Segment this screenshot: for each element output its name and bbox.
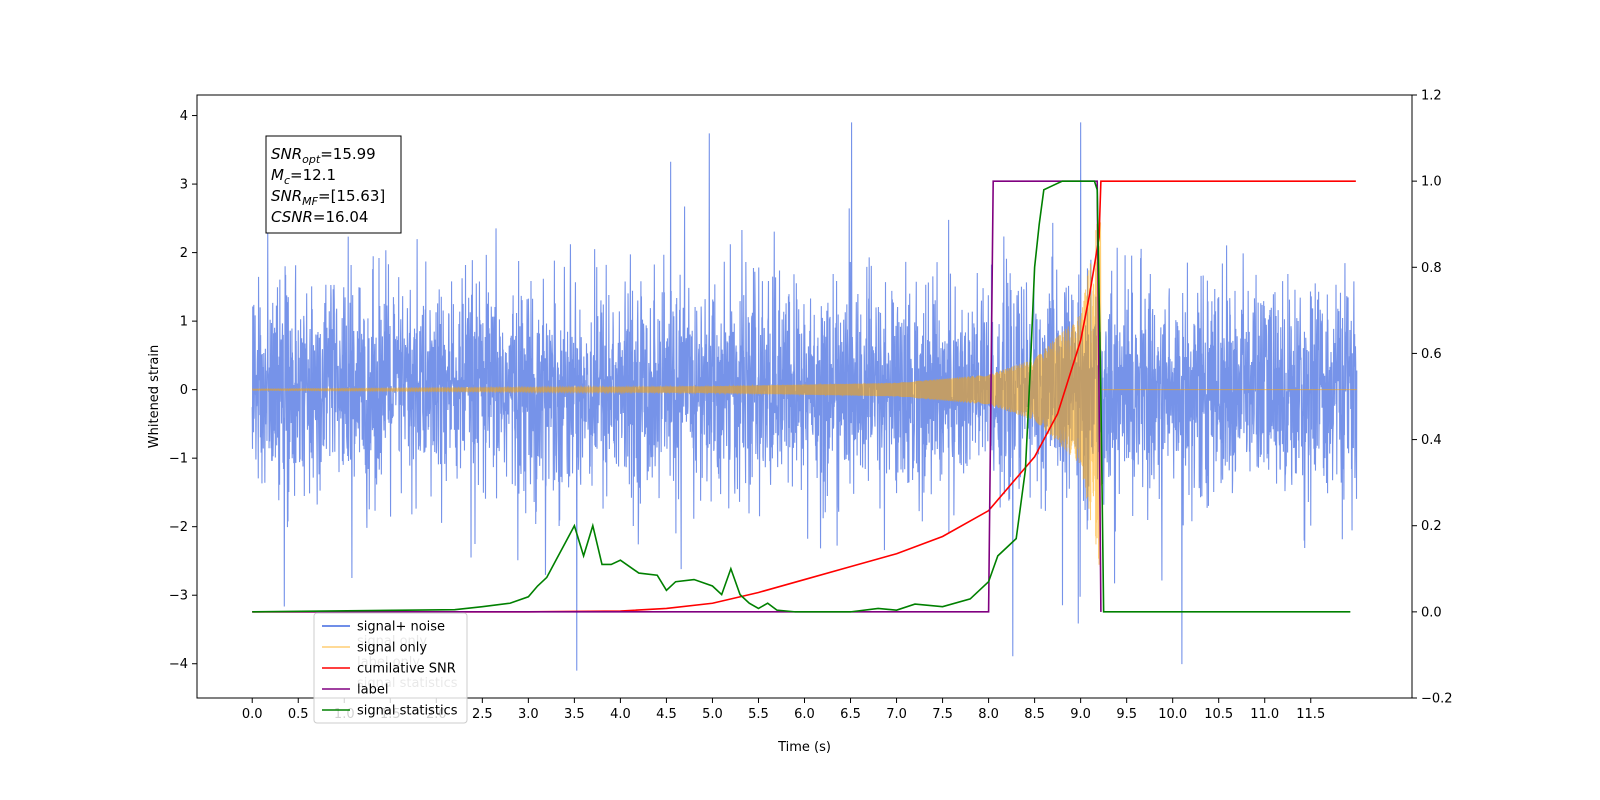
x-tick-label: 8.5 xyxy=(1024,707,1045,722)
y2-tick-label: 0.6 xyxy=(1421,347,1442,362)
y-tick-label: −3 xyxy=(169,589,188,604)
annotation-line: CSNR=16.04 xyxy=(271,208,368,226)
annotation-frame xyxy=(265,135,402,234)
x-tick-label: 6.5 xyxy=(840,707,861,722)
x-tick-label: 9.0 xyxy=(1070,707,1091,722)
y-tick-label: 0 xyxy=(180,383,188,398)
legend-label: signal+ noise xyxy=(357,620,445,635)
y-tick-label: −4 xyxy=(169,657,188,672)
series-signal-statistics xyxy=(252,180,1351,613)
x-tick-label: 10.0 xyxy=(1158,707,1187,722)
y2-tick-label: 0.8 xyxy=(1421,261,1442,276)
y2-tick-label: 0.4 xyxy=(1421,433,1442,448)
x-tick-label: 5.0 xyxy=(702,707,723,722)
y-tick-label: −2 xyxy=(169,520,188,535)
x-tick-label: 2.5 xyxy=(472,707,493,722)
y2-tick-label: −0.2 xyxy=(1421,692,1453,707)
x-tick-label: 5.5 xyxy=(748,707,769,722)
legend-label: cumilative SNR xyxy=(357,662,456,677)
y-axis-left: −4 −3 −2 −1 0 1 2 3 4 xyxy=(169,109,197,672)
x-tick-label: 7.0 xyxy=(886,707,907,722)
legend-frame xyxy=(313,612,468,724)
y-tick-label: 1 xyxy=(180,315,188,330)
legend-label: signal statistics xyxy=(357,704,458,719)
y-tick-label: 3 xyxy=(180,178,188,193)
x-tick-label: 0.5 xyxy=(288,707,309,722)
y2-tick-label: 0.2 xyxy=(1421,519,1442,534)
x-tick-label: 8.0 xyxy=(978,707,999,722)
x-tick-label: 3.5 xyxy=(564,707,585,722)
x-tick-label: 7.5 xyxy=(932,707,953,722)
series-signal-only xyxy=(252,215,1357,567)
series-signal-noise xyxy=(251,122,1358,671)
x-tick-label: 4.5 xyxy=(656,707,677,722)
series-label xyxy=(252,180,1102,613)
annotation-box: SNRopt=15.99Mc=12.1SNRMF=[15.63]CSNR=16.… xyxy=(265,135,402,234)
x-tick-label: 3.0 xyxy=(518,707,539,722)
series-cumilative-snr xyxy=(252,180,1356,613)
y2-tick-label: 1.0 xyxy=(1421,175,1442,190)
x-tick-label: 11.5 xyxy=(1296,707,1325,722)
y2-tick-label: 1.2 xyxy=(1421,89,1442,104)
y-axis-right: −0.2 0.0 0.2 0.4 0.6 0.8 1.0 1.2 xyxy=(1412,89,1453,707)
legend: signal onlylabel onlysignal statisticssi… xyxy=(313,612,468,724)
y-axis-label: Whitened strain xyxy=(147,345,162,448)
x-tick-label: 10.5 xyxy=(1204,707,1233,722)
y-tick-label: 4 xyxy=(180,109,188,124)
annotation-line: SNRMF=[15.63] xyxy=(271,187,385,208)
annotation-line: SNRopt=15.99 xyxy=(271,145,376,166)
x-tick-label: 6.0 xyxy=(794,707,815,722)
x-axis-label: Time (s) xyxy=(777,740,831,755)
x-tick-label: 0.0 xyxy=(242,707,263,722)
y2-tick-label: 0.0 xyxy=(1421,605,1442,620)
x-tick-label: 4.0 xyxy=(610,707,631,722)
y-tick-label: −1 xyxy=(169,452,188,467)
legend-label: label xyxy=(357,683,388,698)
y-tick-label: 2 xyxy=(180,246,188,261)
legend-label: signal only xyxy=(357,641,427,656)
x-tick-label: 9.5 xyxy=(1116,707,1137,722)
plot-area xyxy=(251,122,1358,671)
x-tick-label: 11.0 xyxy=(1250,707,1279,722)
annotation-line: Mc=12.1 xyxy=(271,166,336,187)
